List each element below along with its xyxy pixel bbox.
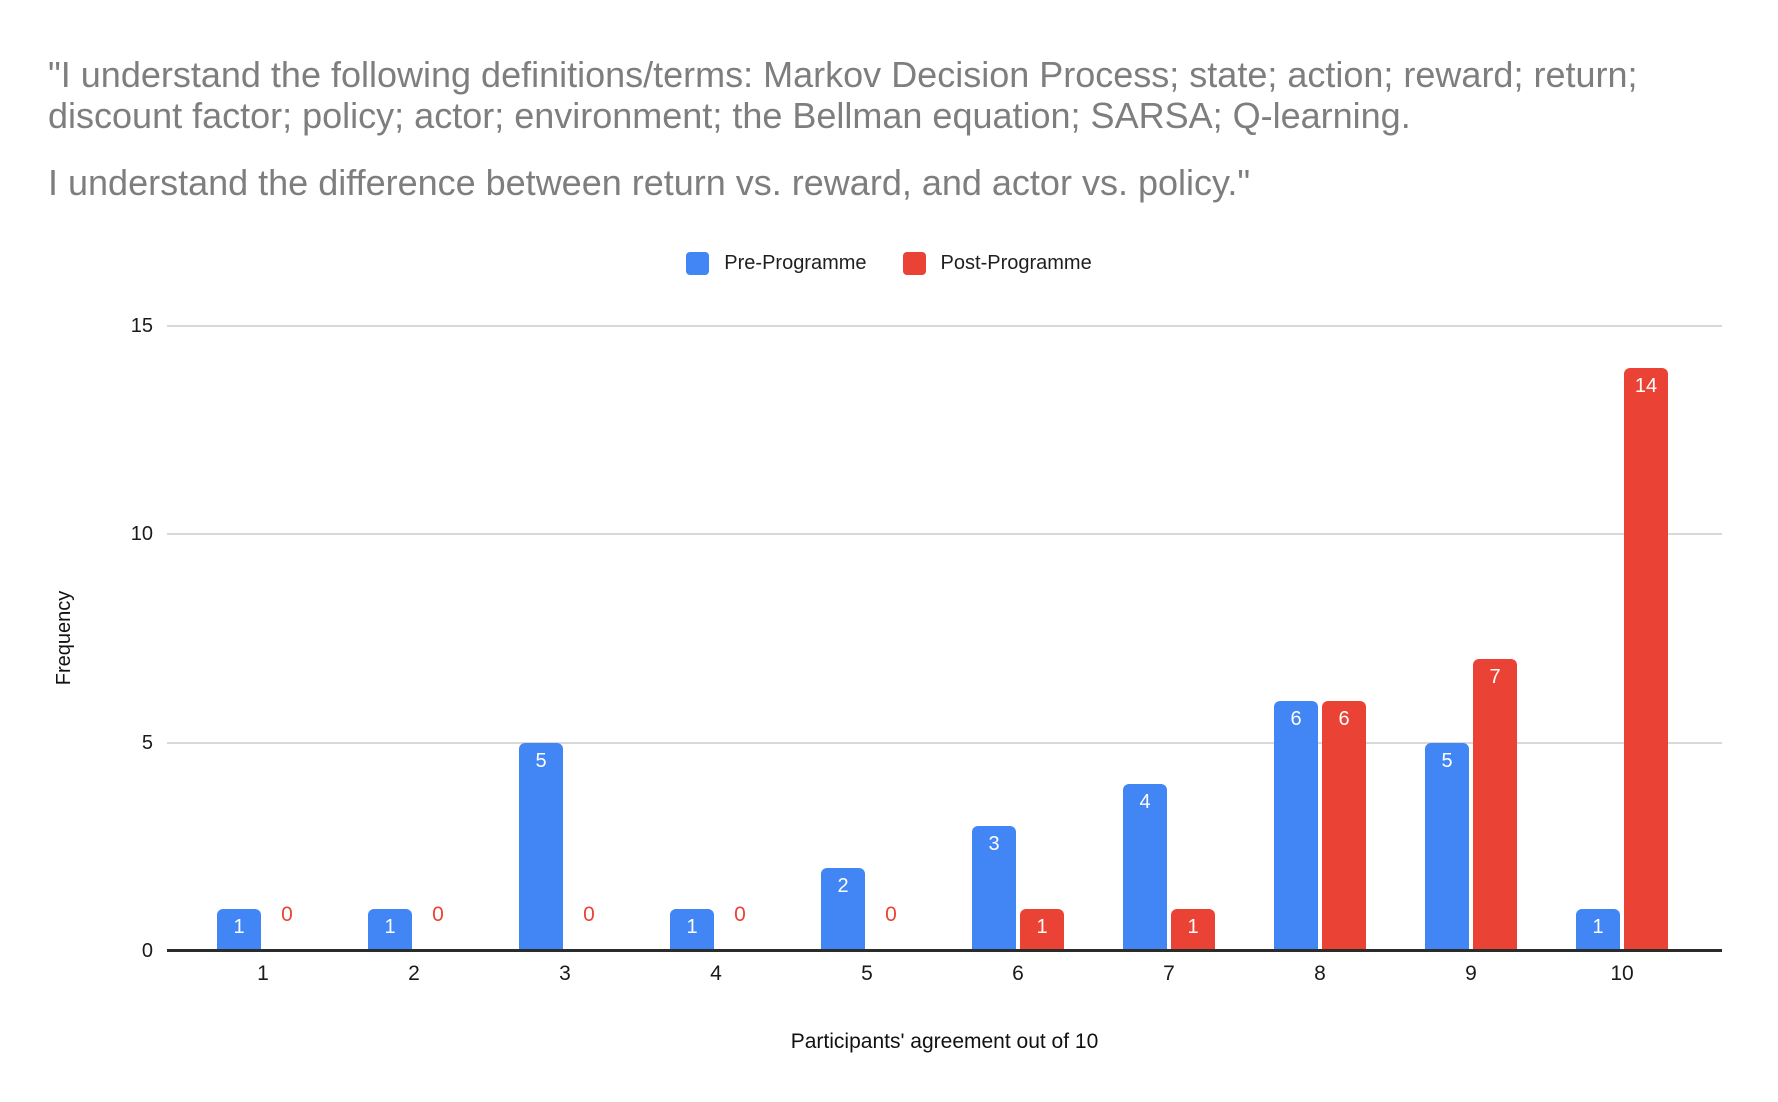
x-axis-title: Participants' agreement out of 10 xyxy=(790,1030,1099,1053)
bar-pre-programme-6[interactable]: 3 xyxy=(972,826,1016,951)
bar-slot: 1 xyxy=(368,909,412,951)
bar-pre-programme-9[interactable]: 5 xyxy=(1425,743,1469,951)
bar-post-programme-10[interactable]: 14 xyxy=(1624,368,1668,951)
post-programme-swatch-icon xyxy=(902,252,926,275)
bar-value-label: 5 xyxy=(1441,750,1453,772)
bar-post-programme-8[interactable]: 6 xyxy=(1322,701,1366,951)
bar-value-label: 1 xyxy=(686,916,698,938)
bar-pre-programme-10[interactable]: 1 xyxy=(1576,909,1620,951)
bar-slot: 1 xyxy=(1020,909,1064,951)
bar-slot: 5 xyxy=(1425,743,1469,951)
bar-value-label: 5 xyxy=(535,750,547,772)
bar-slot: 6 xyxy=(1274,701,1318,951)
bar-slot: 1 xyxy=(217,909,261,951)
bar-pre-programme-7[interactable]: 4 xyxy=(1123,784,1167,951)
bar-value-label: 2 xyxy=(837,875,849,897)
bar-value-label: 6 xyxy=(1338,708,1350,730)
gridline-10 xyxy=(167,533,1722,536)
bar-slot: 6 xyxy=(1322,701,1366,951)
bar-slot: 5 xyxy=(519,743,563,951)
legend-item-pre-programme[interactable]: Pre-Programme xyxy=(686,252,867,275)
x-tick-label-6: 6 xyxy=(1012,962,1024,985)
zero-value-label-post-programme-5: 0 xyxy=(885,903,897,926)
x-tick-label-8: 8 xyxy=(1314,962,1326,985)
x-tick-label-4: 4 xyxy=(710,962,722,985)
x-axis-tick-labels: 1 2 3 4 5 6 7 8 9 10 xyxy=(167,962,1722,992)
bar-value-label: 1 xyxy=(384,916,396,938)
chart-title-paragraph-1: "I understand the following definitions/… xyxy=(48,54,1638,136)
x-tick-label-9: 9 xyxy=(1465,962,1477,985)
bar-pre-programme-1[interactable]: 1 xyxy=(217,909,261,951)
x-tick-label-2: 2 xyxy=(408,962,420,985)
y-tick-label-10: 10 xyxy=(130,523,153,546)
bar-pre-programme-4[interactable]: 1 xyxy=(670,909,714,951)
bar-slot: 7 xyxy=(1473,659,1517,951)
bar-value-label: 3 xyxy=(988,833,1000,855)
bar-post-programme-9[interactable]: 7 xyxy=(1473,659,1517,951)
chart-title: "I understand the following definitions/… xyxy=(48,54,1770,203)
bar-value-label: 6 xyxy=(1290,708,1302,730)
bar-slot: 3 xyxy=(972,826,1016,951)
legend: Pre-Programme Post-Programme xyxy=(0,252,1778,275)
bar-slot: 1 xyxy=(1171,909,1215,951)
legend-label-post-programme: Post-Programme xyxy=(940,252,1092,274)
x-tick-label-5: 5 xyxy=(861,962,873,985)
x-tick-label-3: 3 xyxy=(559,962,571,985)
bar-pre-programme-2[interactable]: 1 xyxy=(368,909,412,951)
bar-post-programme-7[interactable]: 1 xyxy=(1171,909,1215,951)
bar-slot: 1 xyxy=(1576,909,1620,951)
bar-value-label: 4 xyxy=(1139,791,1151,813)
bar-value-label: 1 xyxy=(1592,916,1604,938)
zero-value-label-post-programme-3: 0 xyxy=(583,903,595,926)
bar-value-label: 1 xyxy=(1036,916,1048,938)
gridline-15 xyxy=(167,325,1722,327)
y-tick-label-15: 15 xyxy=(130,315,153,337)
gridline-5 xyxy=(167,741,1722,744)
bar-group-10: 1 14 xyxy=(1547,326,1697,951)
chart-title-paragraph-2: I understand the difference between retu… xyxy=(48,162,1251,203)
y-axis-title: Frequency xyxy=(53,590,75,686)
legend-label-pre-programme: Pre-Programme xyxy=(724,252,867,274)
bar-slot: 2 xyxy=(821,868,865,951)
bar-slot: 14 xyxy=(1624,368,1668,951)
bar-pre-programme-5[interactable]: 2 xyxy=(821,868,865,951)
pre-programme-swatch-icon xyxy=(686,252,710,275)
bar-pre-programme-8[interactable]: 6 xyxy=(1274,701,1318,951)
plot-area: 1 0 1 0 5 0 1 0 2 0 3 1 4 1 6 6 5 7 1 14 xyxy=(167,325,1722,952)
bar-slot: 1 xyxy=(670,909,714,951)
bar-pre-programme-3[interactable]: 5 xyxy=(519,743,563,951)
y-axis-tick-labels: 0 5 10 15 xyxy=(93,315,153,962)
zero-value-label-post-programme-4: 0 xyxy=(734,903,746,926)
x-tick-label-10: 10 xyxy=(1610,962,1634,985)
y-tick-label-5: 5 xyxy=(141,731,153,754)
zero-value-label-post-programme-1: 0 xyxy=(281,903,293,926)
bar-value-label: 1 xyxy=(233,916,245,938)
bar-post-programme-6[interactable]: 1 xyxy=(1020,909,1064,951)
legend-item-post-programme[interactable]: Post-Programme xyxy=(902,252,1092,275)
bar-value-label: 7 xyxy=(1489,666,1501,688)
y-tick-label-0: 0 xyxy=(141,940,153,962)
bar-value-label: 1 xyxy=(1187,916,1199,938)
x-tick-label-1: 1 xyxy=(257,962,269,985)
x-tick-label-7: 7 xyxy=(1163,962,1175,985)
zero-value-label-post-programme-2: 0 xyxy=(432,903,444,926)
bar-value-label: 14 xyxy=(1634,375,1658,397)
bar-slot: 4 xyxy=(1123,784,1167,951)
x-axis-line xyxy=(167,949,1722,952)
